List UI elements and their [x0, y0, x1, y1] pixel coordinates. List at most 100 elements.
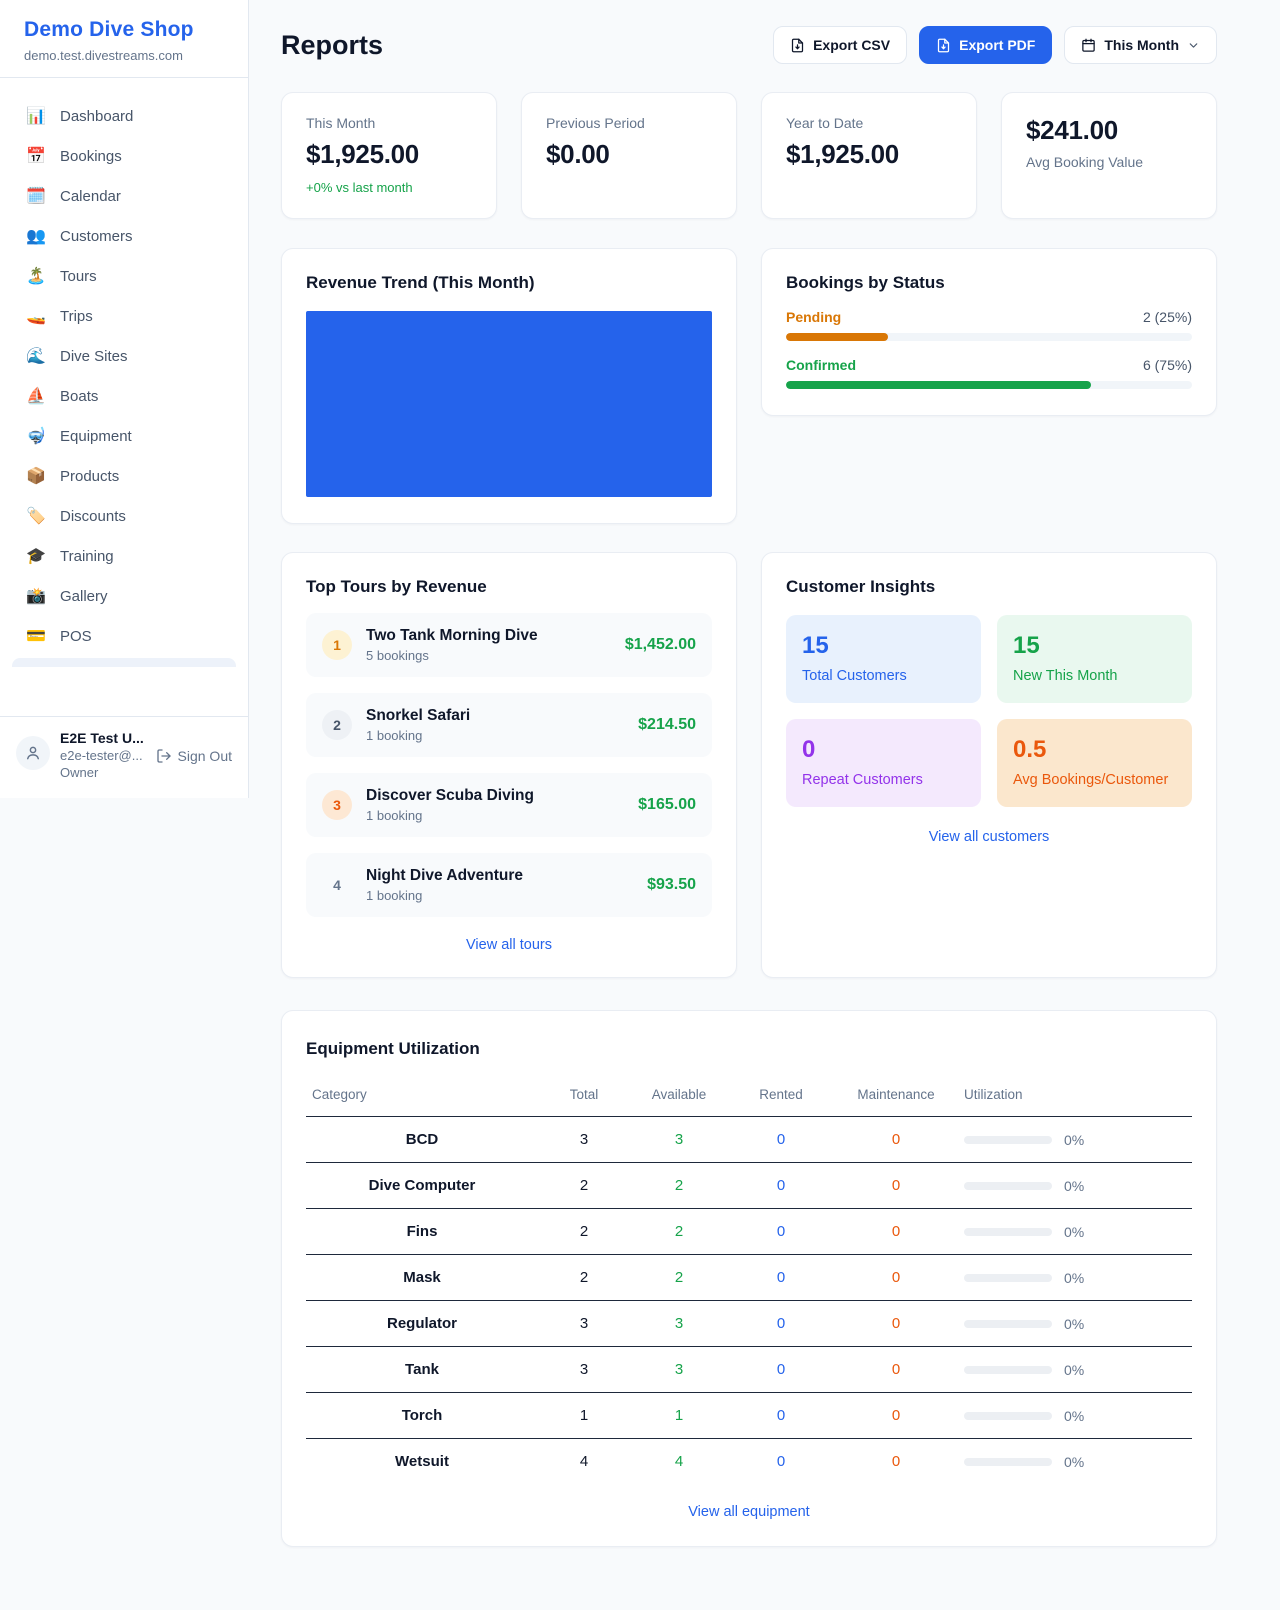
column-header-available: Available [630, 1079, 728, 1117]
utilization-bar [964, 1135, 1052, 1144]
sidebar-item-label: Boats [60, 387, 99, 405]
sidebar-item-tours[interactable]: 🏝️ Tours [12, 256, 236, 296]
sidebar-item-boats[interactable]: ⛵ Boats [12, 376, 236, 416]
cell-rented: 0 [728, 1346, 834, 1393]
table-row: BCD 3 3 0 0 0% [306, 1116, 1192, 1163]
sign-out-label: Sign Out [177, 748, 232, 764]
sidebar-item-label: Trips [60, 307, 93, 325]
equipment-utilization-card: Equipment Utilization Category Total Ava… [281, 1010, 1217, 1547]
tour-bookings: 5 bookings [366, 648, 429, 663]
table-row: Fins 2 2 0 0 0% [306, 1208, 1192, 1255]
cell-total: 1 [538, 1392, 630, 1439]
column-header-rented: Rented [728, 1079, 834, 1117]
sidebar-item-pos[interactable]: 💳 POS [12, 616, 236, 656]
shop-domain: demo.test.divestreams.com [24, 48, 183, 63]
brand-block: Demo Dive Shop demo.test.divestreams.com [0, 0, 248, 78]
user-name: E2E Test U... [60, 730, 144, 746]
cell-available: 2 [630, 1208, 728, 1255]
sidebar-item-training[interactable]: 🎓 Training [12, 536, 236, 576]
tour-name: Night Dive Adventure [366, 867, 524, 884]
tile-value: 0.5 [1013, 736, 1047, 763]
sidebar-item-trips[interactable]: 🚤 Trips [12, 296, 236, 336]
sidebar-item-label: POS [60, 627, 92, 645]
status-bar-fill [786, 381, 1091, 389]
tour-row[interactable]: 2 Snorkel Safari 1 booking $214.50 [306, 693, 712, 757]
sign-out-button[interactable]: Sign Out [156, 748, 232, 764]
user-role: Owner [60, 765, 99, 780]
tour-row[interactable]: 1 Two Tank Morning Dive 5 bookings $1,452… [306, 613, 712, 677]
file-icon [791, 38, 804, 52]
export-pdf-button[interactable]: Export PDF [919, 26, 1053, 64]
utilization-bar [964, 1457, 1052, 1466]
sidebar-item-discounts[interactable]: 🏷️ Discounts [12, 496, 236, 536]
sidebar: Demo Dive Shop demo.test.divestreams.com… [0, 0, 249, 798]
sidebar-item-label: Dive Sites [60, 347, 128, 365]
shop-name: Demo Dive Shop [24, 18, 194, 41]
cell-maintenance: 0 [834, 1300, 958, 1347]
stat-label: Year to Date [786, 115, 864, 131]
sidebar-item-calendar[interactable]: 🗓️ Calendar [12, 176, 236, 216]
cell-available: 3 [630, 1346, 728, 1393]
view-all-customers-link[interactable]: View all customers [928, 829, 1050, 845]
cell-utilization: 0% [1064, 1177, 1085, 1194]
customer-insights-card: Customer Insights 15 Total Customers 15 … [761, 552, 1217, 978]
period-label: This Month [1104, 37, 1179, 53]
status-count: 6 (75%) [1142, 357, 1192, 373]
view-all-equipment-link[interactable]: View all equipment [688, 1504, 810, 1520]
stat-delta: +0% vs last month [306, 180, 413, 195]
top-tours-card: Top Tours by Revenue 1 Two Tank Morning … [281, 552, 737, 978]
tile-value: 0 [802, 736, 816, 763]
status-row-confirmed: Confirmed 6 (75%) [786, 357, 1192, 389]
user-footer: E2E Test U... e2e-tester@... Owner Sign … [0, 716, 248, 798]
table-row: Torch 1 1 0 0 0% [306, 1392, 1192, 1439]
file-icon [937, 38, 950, 52]
table-row: Regulator 3 3 0 0 0% [306, 1300, 1192, 1347]
user-info: E2E Test U... e2e-tester@... Owner [60, 730, 146, 780]
tour-revenue: $93.50 [647, 876, 696, 893]
status-bar-track [786, 333, 1192, 341]
insight-tile-avg-bookings: 0.5 Avg Bookings/Customer [997, 719, 1192, 807]
tile-label: Total Customers [802, 668, 907, 684]
cell-maintenance: 0 [834, 1208, 958, 1255]
calendar-icon: 🗓️ [26, 188, 46, 205]
sidebar-item-reports-partial[interactable] [12, 658, 236, 667]
sidebar-item-label: Equipment [60, 427, 132, 445]
sidebar-item-label: Gallery [60, 587, 108, 605]
cell-total: 4 [579, 1453, 589, 1470]
column-header-maintenance: Maintenance [834, 1079, 958, 1117]
sidebar-item-gallery[interactable]: 📸 Gallery [12, 576, 236, 616]
view-all-tours-link[interactable]: View all tours [466, 937, 552, 953]
bookings-by-status-title: Bookings by Status [786, 273, 945, 292]
main-content: Reports Export CSV Export PDF This Month [249, 0, 1266, 1547]
bookings-icon: 📅 [26, 148, 46, 165]
period-select[interactable]: This Month [1064, 26, 1217, 64]
column-header-category: Category [306, 1079, 538, 1117]
sidebar-item-bookings[interactable]: 📅 Bookings [12, 136, 236, 176]
tour-bookings: 1 booking [366, 728, 423, 743]
sidebar-item-equipment[interactable]: 🤿 Equipment [12, 416, 236, 456]
sidebar-item-dive-sites[interactable]: 🌊 Dive Sites [12, 336, 236, 376]
stat-label: Previous Period [546, 115, 645, 131]
tour-row[interactable]: 4 Night Dive Adventure 1 booking $93.50 [306, 853, 712, 917]
sidebar-item-label: Discounts [60, 507, 126, 525]
cell-total: 2 [538, 1208, 630, 1255]
cell-total: 2 [538, 1162, 630, 1209]
cell-total: 3 [538, 1300, 630, 1347]
column-header-total: Total [538, 1079, 630, 1117]
rank-badge: 4 [333, 877, 341, 893]
dashboard-icon: 📊 [26, 108, 46, 125]
cell-rented: 0 [728, 1162, 834, 1209]
export-csv-button[interactable]: Export CSV [773, 26, 908, 64]
page-header: Reports Export CSV Export PDF This Month [281, 26, 1217, 64]
tour-row[interactable]: 3 Discover Scuba Diving 1 booking $165.00 [306, 773, 712, 837]
rank-badge: 1 [322, 630, 352, 660]
cell-maintenance: 0 [834, 1162, 958, 1209]
sidebar-item-customers[interactable]: 👥 Customers [12, 216, 236, 256]
cell-maintenance: 0 [834, 1116, 958, 1163]
sidebar-item-label: Training [60, 547, 114, 565]
sidebar-item-products[interactable]: 📦 Products [12, 456, 236, 496]
cell-rented: 0 [776, 1453, 786, 1470]
sidebar-item-dashboard[interactable]: 📊 Dashboard [12, 96, 236, 136]
sidebar-nav: 📊 Dashboard 📅 Bookings 🗓️ Calendar 👥 Custome… [0, 78, 248, 716]
cell-category: Fins [306, 1208, 538, 1255]
